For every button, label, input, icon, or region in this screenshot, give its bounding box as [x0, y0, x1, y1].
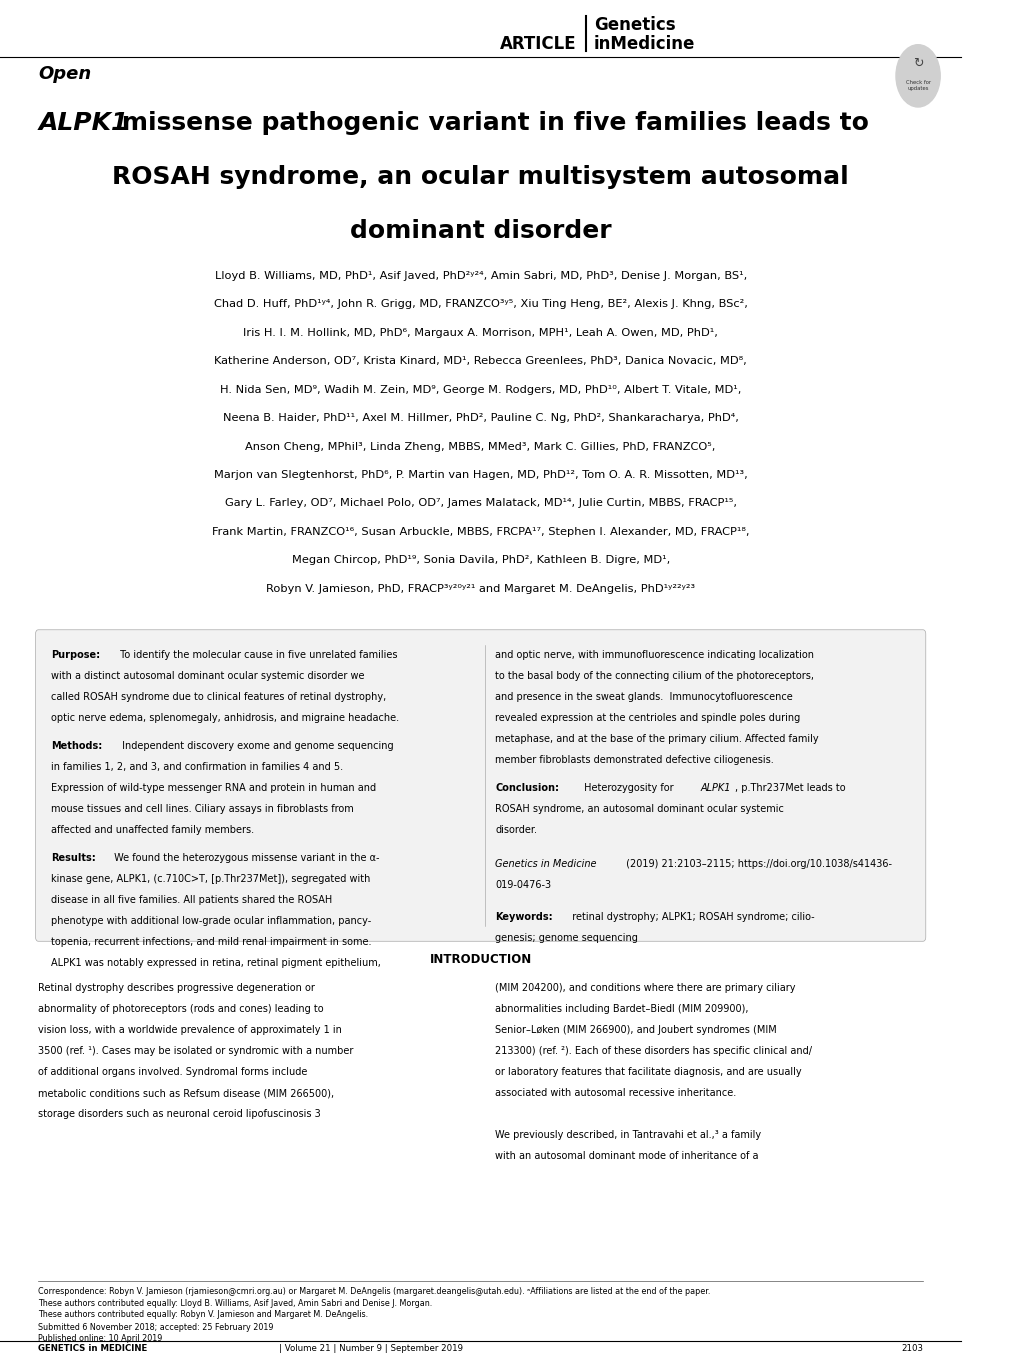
Text: Lloyd B. Williams, MD, PhD¹, Asif Javed, PhD²ʸ²⁴, Amin Sabri, MD, PhD³, Denise J: Lloyd B. Williams, MD, PhD¹, Asif Javed,…	[214, 271, 746, 280]
Text: phenotype with additional low-grade ocular inflammation, pancy-: phenotype with additional low-grade ocul…	[51, 916, 371, 925]
Text: member fibroblasts demonstrated defective ciliogenesis.: member fibroblasts demonstrated defectiv…	[494, 755, 773, 766]
Text: Anson Cheng, MPhil³, Linda Zheng, MBBS, MMed³, Mark C. Gillies, PhD, FRANZCO⁵,: Anson Cheng, MPhil³, Linda Zheng, MBBS, …	[246, 442, 715, 451]
Text: These authors contributed equally: Robyn V. Jamieson and Margaret M. DeAngelis.: These authors contributed equally: Robyn…	[39, 1310, 368, 1318]
Text: Chad D. Huff, PhD¹ʸ⁴, John R. Grigg, MD, FRANZCO³ʸ⁵, Xiu Ting Heng, BE², Alexis : Chad D. Huff, PhD¹ʸ⁴, John R. Grigg, MD,…	[214, 299, 747, 309]
Text: Genetics in Medicine: Genetics in Medicine	[494, 859, 596, 870]
Text: Open: Open	[39, 65, 92, 83]
Text: genesis; genome sequencing: genesis; genome sequencing	[494, 932, 637, 943]
Text: called ROSAH syndrome due to clinical features of retinal dystrophy,: called ROSAH syndrome due to clinical fe…	[51, 692, 386, 702]
Text: ROSAH syndrome, an autosomal dominant ocular systemic: ROSAH syndrome, an autosomal dominant oc…	[494, 804, 784, 814]
Text: (MIM 204200), and conditions where there are primary ciliary: (MIM 204200), and conditions where there…	[494, 984, 795, 993]
Text: to the basal body of the connecting cilium of the photoreceptors,: to the basal body of the connecting cili…	[494, 671, 813, 682]
Text: Katherine Anderson, OD⁷, Krista Kinard, MD¹, Rebecca Greenlees, PhD³, Danica Nov: Katherine Anderson, OD⁷, Krista Kinard, …	[214, 356, 746, 366]
Text: with an autosomal dominant mode of inheritance of a: with an autosomal dominant mode of inher…	[494, 1152, 758, 1161]
Text: , p.Thr237Met leads to: , p.Thr237Met leads to	[735, 783, 845, 793]
Text: We found the heterozygous missense variant in the α-: We found the heterozygous missense varia…	[110, 852, 379, 863]
Text: H. Nida Sen, MD⁹, Wadih M. Zein, MD⁹, George M. Rodgers, MD, PhD¹⁰, Albert T. Vi: H. Nida Sen, MD⁹, Wadih M. Zein, MD⁹, Ge…	[220, 385, 741, 394]
Text: ↻: ↻	[912, 57, 922, 70]
Text: Correspondence: Robyn V. Jamieson (rjamieson@cmri.org.au) or Margaret M. DeAngel: Correspondence: Robyn V. Jamieson (rjami…	[39, 1287, 710, 1295]
Text: Iris H. I. M. Hollink, MD, PhD⁶, Margaux A. Morrison, MPH¹, Leah A. Owen, MD, Ph: Iris H. I. M. Hollink, MD, PhD⁶, Margaux…	[243, 328, 717, 337]
Text: kinase gene, ALPK1, (c.710C>T, [p.Thr237Met]), segregated with: kinase gene, ALPK1, (c.710C>T, [p.Thr237…	[51, 874, 370, 883]
Text: To identify the molecular cause in five unrelated families: To identify the molecular cause in five …	[117, 650, 397, 660]
Text: Published online: 10 April 2019: Published online: 10 April 2019	[39, 1335, 163, 1343]
Text: and optic nerve, with immunofluorescence indicating localization: and optic nerve, with immunofluorescence…	[494, 650, 813, 660]
Text: disease in all five families. All patients shared the ROSAH: disease in all five families. All patien…	[51, 894, 332, 905]
Text: or laboratory features that facilitate diagnosis, and are usually: or laboratory features that facilitate d…	[494, 1068, 801, 1077]
Text: storage disorders such as neuronal ceroid lipofuscinosis 3: storage disorders such as neuronal ceroi…	[39, 1110, 321, 1119]
Text: metaphase, and at the base of the primary cilium. Affected family: metaphase, and at the base of the primar…	[494, 734, 818, 744]
Text: ARTICLE: ARTICLE	[499, 34, 576, 53]
Text: ALPK1: ALPK1	[700, 783, 731, 793]
Text: retinal dystrophy; ALPK1; ROSAH syndrome; cilio-: retinal dystrophy; ALPK1; ROSAH syndrome…	[566, 912, 814, 921]
Text: Neena B. Haider, PhD¹¹, Axel M. Hillmer, PhD², Pauline C. Ng, PhD², Shankarachar: Neena B. Haider, PhD¹¹, Axel M. Hillmer,…	[222, 413, 738, 423]
Text: Submitted 6 November 2018; accepted: 25 February 2019: Submitted 6 November 2018; accepted: 25 …	[39, 1324, 274, 1332]
Text: INTRODUCTION: INTRODUCTION	[429, 954, 531, 966]
Text: mouse tissues and cell lines. Ciliary assays in fibroblasts from: mouse tissues and cell lines. Ciliary as…	[51, 804, 354, 814]
Text: Expression of wild-type messenger RNA and protein in human and: Expression of wild-type messenger RNA an…	[51, 783, 376, 793]
Text: revealed expression at the centrioles and spindle poles during: revealed expression at the centrioles an…	[494, 713, 800, 724]
Text: Gary L. Farley, OD⁷, Michael Polo, OD⁷, James Malatack, MD¹⁴, Julie Curtin, MBBS: Gary L. Farley, OD⁷, Michael Polo, OD⁷, …	[224, 499, 736, 508]
Text: Heterozygosity for: Heterozygosity for	[580, 783, 676, 793]
Text: missense pathogenic variant in five families leads to: missense pathogenic variant in five fami…	[113, 111, 868, 136]
Text: Frank Martin, FRANZCO¹⁶, Susan Arbuckle, MBBS, FRCPA¹⁷, Stephen I. Alexander, MD: Frank Martin, FRANZCO¹⁶, Susan Arbuckle,…	[212, 527, 749, 537]
Text: Purpose:: Purpose:	[51, 650, 100, 660]
Text: ROSAH syndrome, an ocular multisystem autosomal: ROSAH syndrome, an ocular multisystem au…	[112, 165, 848, 190]
Text: Megan Chircop, PhD¹⁹, Sonia Davila, PhD², Kathleen B. Digre, MD¹,: Megan Chircop, PhD¹⁹, Sonia Davila, PhD²…	[291, 556, 669, 565]
Text: with a distinct autosomal dominant ocular systemic disorder we: with a distinct autosomal dominant ocula…	[51, 671, 364, 682]
Text: | Volume 21 | Number 9 | September 2019: | Volume 21 | Number 9 | September 2019	[278, 1344, 463, 1352]
Text: topenia, recurrent infections, and mild renal impairment in some.: topenia, recurrent infections, and mild …	[51, 936, 371, 947]
Text: Keywords:: Keywords:	[494, 912, 552, 921]
Text: and presence in the sweat glands.  Immunocytofluorescence: and presence in the sweat glands. Immuno…	[494, 692, 792, 702]
Text: vision loss, with a worldwide prevalence of approximately 1 in: vision loss, with a worldwide prevalence…	[39, 1026, 342, 1035]
Text: Senior–Løken (MIM 266900), and Joubert syndromes (MIM: Senior–Løken (MIM 266900), and Joubert s…	[494, 1026, 776, 1035]
Text: ALPK1: ALPK1	[39, 111, 128, 136]
Text: 213300) (ref. ²). Each of these disorders has specific clinical and/: 213300) (ref. ²). Each of these disorder…	[494, 1046, 811, 1057]
Text: optic nerve edema, splenomegaly, anhidrosis, and migraine headache.: optic nerve edema, splenomegaly, anhidro…	[51, 713, 398, 724]
Circle shape	[895, 45, 940, 107]
Text: associated with autosomal recessive inheritance.: associated with autosomal recessive inhe…	[494, 1088, 736, 1098]
Text: Retinal dystrophy describes progressive degeneration or: Retinal dystrophy describes progressive …	[39, 984, 315, 993]
Text: Robyn V. Jamieson, PhD, FRACP³ʸ²⁰ʸ²¹ and Margaret M. DeAngelis, PhD¹ʸ²²ʸ²³: Robyn V. Jamieson, PhD, FRACP³ʸ²⁰ʸ²¹ and…	[266, 584, 695, 593]
Text: Genetics: Genetics	[593, 16, 675, 34]
Text: (2019) 21:2103–2115; https://doi.org/10.1038/s41436-: (2019) 21:2103–2115; https://doi.org/10.…	[623, 859, 891, 870]
Text: disorder.: disorder.	[494, 825, 537, 835]
Text: affected and unaffected family members.: affected and unaffected family members.	[51, 825, 254, 835]
Text: Marjon van Slegtenhorst, PhD⁶, P. Martin van Hagen, MD, PhD¹², Tom O. A. R. Miss: Marjon van Slegtenhorst, PhD⁶, P. Martin…	[214, 470, 747, 480]
Text: Independent discovery exome and genome sequencing: Independent discovery exome and genome s…	[119, 741, 393, 751]
Text: in families 1, 2, and 3, and confirmation in families 4 and 5.: in families 1, 2, and 3, and confirmatio…	[51, 762, 342, 772]
Text: abnormality of photoreceptors (rods and cones) leading to: abnormality of photoreceptors (rods and …	[39, 1004, 324, 1015]
Text: abnormalities including Bardet–Biedl (MIM 209900),: abnormalities including Bardet–Biedl (MI…	[494, 1004, 748, 1015]
Text: Conclusion:: Conclusion:	[494, 783, 558, 793]
Text: Results:: Results:	[51, 852, 96, 863]
Text: metabolic conditions such as Refsum disease (MIM 266500),: metabolic conditions such as Refsum dise…	[39, 1088, 334, 1098]
Text: 019-0476-3: 019-0476-3	[494, 881, 550, 890]
Text: inMedicine: inMedicine	[593, 35, 695, 53]
Text: Methods:: Methods:	[51, 741, 102, 751]
Text: ALPK1 was notably expressed in retina, retinal pigment epithelium,: ALPK1 was notably expressed in retina, r…	[51, 958, 380, 967]
FancyBboxPatch shape	[36, 630, 925, 942]
Text: dominant disorder: dominant disorder	[350, 220, 610, 244]
Text: 3500 (ref. ¹). Cases may be isolated or syndromic with a number: 3500 (ref. ¹). Cases may be isolated or …	[39, 1046, 354, 1057]
Text: of additional organs involved. Syndromal forms include: of additional organs involved. Syndromal…	[39, 1068, 308, 1077]
Text: 2103: 2103	[900, 1344, 922, 1352]
Text: These authors contributed equally: Lloyd B. Williams, Asif Javed, Amin Sabri and: These authors contributed equally: Lloyd…	[39, 1299, 432, 1308]
Text: GENETICS in MEDICINE: GENETICS in MEDICINE	[39, 1344, 148, 1352]
Text: Check for
updates: Check for updates	[905, 80, 929, 91]
Text: We previously described, in Tantravahi et al.,³ a family: We previously described, in Tantravahi e…	[494, 1130, 760, 1140]
